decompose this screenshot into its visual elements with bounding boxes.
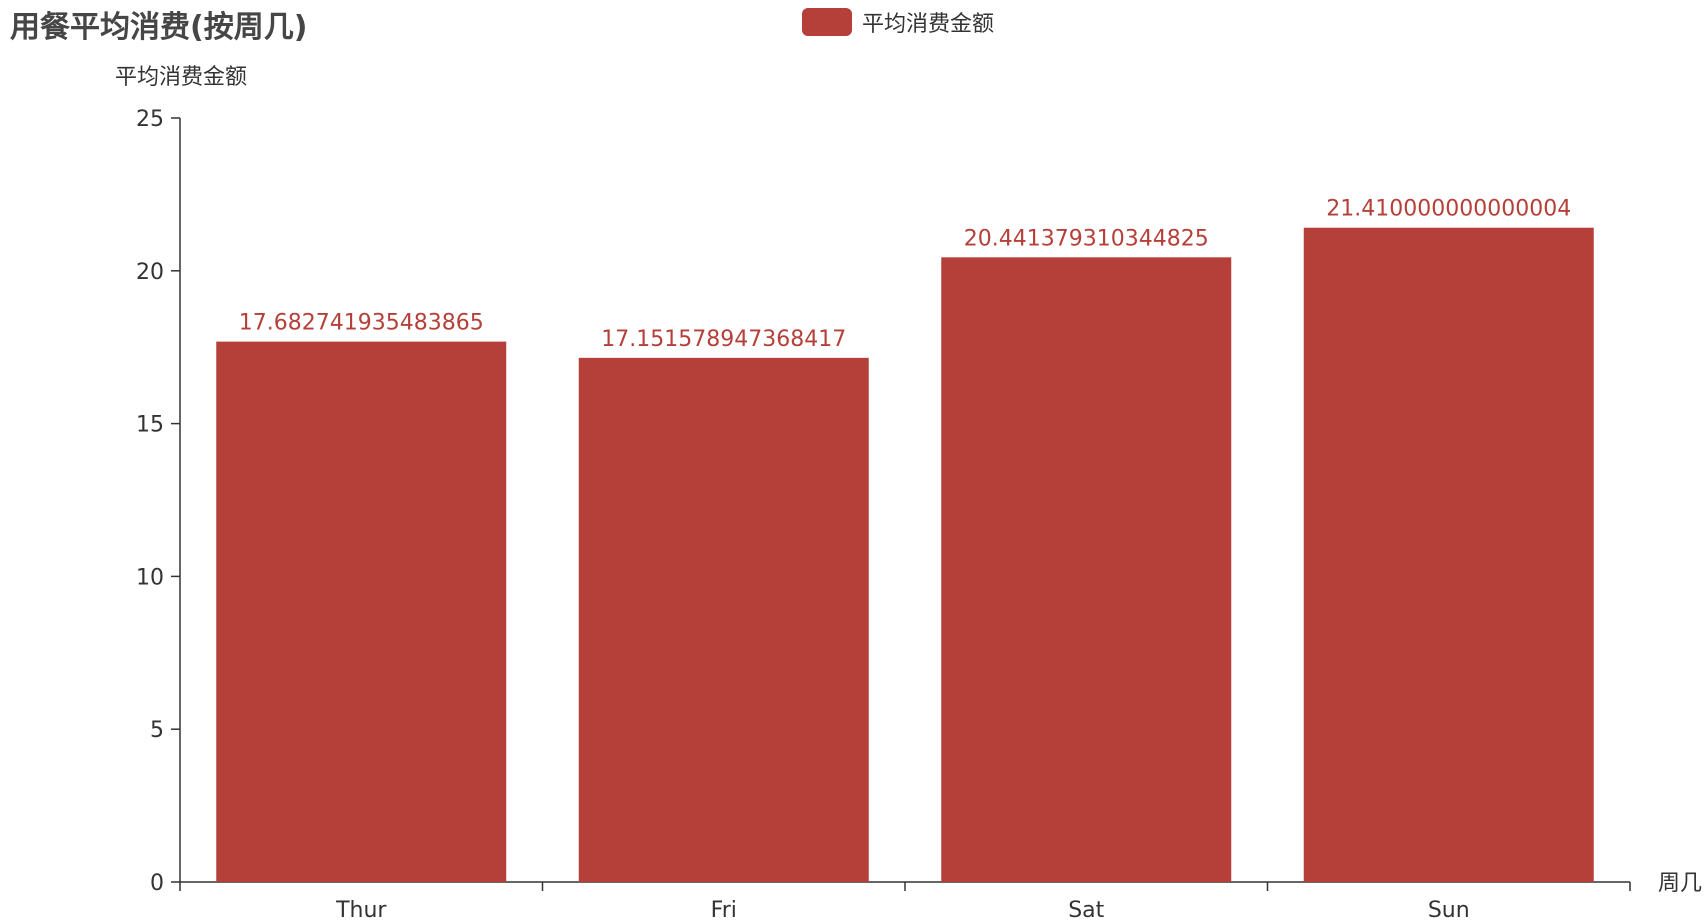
x-tick-label: Sun — [1428, 898, 1470, 920]
bar-data-label: 17.151578947368417 — [601, 327, 846, 352]
y-tick-label: 15 — [136, 413, 164, 438]
bar — [578, 357, 869, 882]
y-tick-label: 25 — [136, 107, 164, 132]
x-tick-label: Thur — [335, 898, 387, 920]
x-tick-label: Sat — [1068, 898, 1104, 920]
bar — [216, 341, 507, 882]
legend[interactable]: 平均消费金额 — [802, 6, 994, 38]
y-tick-label: 0 — [150, 871, 164, 896]
y-tick-label: 20 — [136, 260, 164, 285]
y-axis: 0 5 10 15 20 25 — [136, 107, 181, 896]
bars — [216, 227, 1594, 883]
y-tick-label: 10 — [136, 565, 164, 590]
x-tick-label: Fri — [711, 898, 737, 920]
bar-labels: 17.682741935483865 17.151578947368417 20.4… — [239, 197, 1571, 352]
x-axis: Thur Fri Sat Sun — [179, 881, 1631, 920]
bar — [941, 257, 1232, 882]
y-tick-label: 5 — [150, 718, 164, 743]
legend-swatch — [802, 8, 852, 36]
bar-data-label: 21.410000000000004 — [1326, 197, 1571, 222]
chart-title: 用餐平均消费(按周几) — [10, 10, 308, 45]
bar-data-label: 20.441379310344825 — [964, 226, 1209, 251]
bar-data-label: 17.682741935483865 — [239, 311, 484, 336]
y-axis-title: 平均消费金额 — [115, 65, 247, 90]
legend-label: 平均消费金额 — [862, 12, 995, 37]
bar — [1303, 227, 1594, 883]
x-axis-title: 周几 — [1658, 871, 1702, 896]
